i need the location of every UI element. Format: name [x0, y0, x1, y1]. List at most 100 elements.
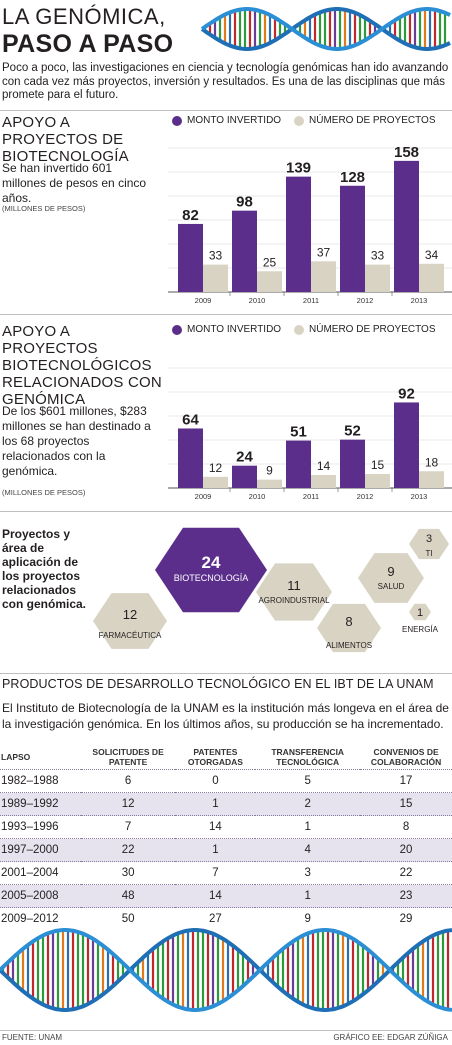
area-label: BIOTECNOLOGÍA: [174, 573, 249, 583]
page-title-line2: PASO A PASO: [2, 30, 174, 58]
area-value: 12: [123, 607, 137, 622]
column-header: LAPSO: [1, 752, 31, 762]
legend-monto: MONTO INVERTIDO: [172, 324, 281, 335]
table-row: 2005–2008 48 14 1 23: [0, 884, 452, 908]
dna-strand: [0, 928, 452, 1012]
data-label-proyectos: 25: [263, 255, 277, 269]
data-label-monto: 24: [236, 449, 253, 466]
hexagon-farmacéutica: [93, 593, 167, 649]
legend-label-monto: MONTO INVERTIDO: [187, 115, 282, 126]
table-row: 1989–1992 12 1 2 15: [0, 792, 452, 816]
bar-monto: [394, 402, 419, 488]
bar-monto: [340, 185, 365, 292]
products-table: LAPSO SOLICITUDES DE PATENTE PATENTES OT…: [0, 745, 452, 930]
bar-monto: [232, 465, 257, 488]
data-label-monto: 139: [286, 160, 311, 177]
area-value: 24: [202, 553, 221, 572]
table-cell-value: 29: [360, 907, 452, 930]
table-cell-value: 2: [255, 792, 361, 816]
table-cell-value: 48: [80, 884, 176, 908]
table-cell-period: 2009–2012: [0, 907, 81, 930]
bar-proyectos: [365, 264, 390, 292]
table-cell-value: 5: [255, 769, 361, 793]
intro-text: Poco a poco, las investigaciones en cien…: [2, 62, 449, 101]
section1-description: Se han invertido 601 millones de pesos e…: [2, 161, 147, 205]
table-cell-period: 1982–1988: [0, 769, 81, 793]
section2-unit: (MILLONES DE PESOS): [2, 488, 86, 497]
divider: [0, 314, 452, 315]
x-tick-label: 2009: [195, 492, 212, 501]
table-cell-value: 27: [175, 907, 256, 930]
area-label: AGROINDUSTRIAL: [258, 596, 330, 605]
x-tick-label: 2010: [249, 296, 266, 305]
legend-swatch-monto: [172, 324, 182, 335]
data-label-monto: 64: [182, 411, 199, 428]
hexagon-biotecnología: [155, 527, 267, 613]
table-header-row: LAPSO SOLICITUDES DE PATENTE PATENTES OT…: [0, 745, 452, 770]
x-tick-label: 2013: [411, 296, 428, 305]
table-cell-period: 1989–1992: [0, 792, 81, 816]
table-cell-value: 0: [175, 769, 256, 793]
bar-proyectos: [203, 476, 228, 488]
legend-label-proyectos: NÚMERO DE PROYECTOS: [309, 115, 436, 126]
legend-swatch-proyectos: [294, 324, 304, 335]
table-cell-value: 8: [360, 815, 452, 839]
data-label-monto: 52: [344, 423, 361, 440]
data-label-proyectos: 15: [371, 458, 385, 472]
bar-proyectos: [257, 271, 282, 292]
area-label: TI: [425, 549, 432, 558]
data-label-monto: 98: [236, 194, 253, 211]
bar-proyectos: [419, 471, 444, 488]
dna-strand: [0, 928, 452, 1012]
credit-note: GRÁFICO EE: EDGAR ZÚÑIGA: [333, 1033, 448, 1042]
table-cell-value: 14: [175, 815, 256, 839]
table-cell-value: 23: [360, 884, 452, 908]
data-label-proyectos: 33: [371, 249, 385, 263]
chart-genomica: 64 12 2009 24 9 2010 51 14 2011 52 15 2012 92 18 2013: [168, 367, 452, 501]
products-description: El Instituto de Biotecnología de la UNAM…: [2, 701, 449, 731]
page-title-line1: LA GENÓMICA,: [2, 4, 166, 29]
bar-proyectos: [365, 474, 390, 488]
data-label-proyectos: 14: [317, 459, 331, 473]
column-header: TRANSFERENCIA TECNOLÓGICA: [271, 747, 345, 767]
hexagon-energía: [409, 603, 431, 621]
bar-proyectos: [311, 261, 336, 292]
area-label: ENERGÍA: [402, 625, 439, 634]
dna-bottom-illustration: [0, 928, 452, 1012]
table-cell-value: 7: [175, 861, 256, 885]
bar-monto: [286, 176, 311, 292]
legend-proyectos: NÚMERO DE PROYECTOS: [294, 115, 436, 126]
table-row: 1982–1988 6 0 5 17: [0, 769, 452, 793]
bar-proyectos: [311, 474, 336, 488]
table-cell-value: 7: [80, 815, 176, 839]
area-value: 1: [417, 607, 423, 619]
bar-monto: [178, 428, 203, 488]
data-label-monto: 92: [398, 385, 415, 402]
table-cell-value: 14: [175, 884, 256, 908]
table-cell-value: 20: [360, 838, 452, 862]
data-label-proyectos: 12: [209, 461, 223, 475]
area-label: ALIMENTOS: [326, 641, 372, 650]
data-label-proyectos: 18: [425, 455, 439, 469]
legend-monto: MONTO INVERTIDO: [172, 115, 281, 126]
column-header: CONVENIOS DE COLABORACIÓN: [370, 747, 442, 767]
data-label-proyectos: 34: [425, 248, 439, 262]
table-cell-period: 1997–2000: [0, 838, 81, 862]
data-label-proyectos: 9: [266, 464, 273, 478]
legend-proyectos: NÚMERO DE PROYECTOS: [294, 324, 436, 335]
legend-label-proyectos: NÚMERO DE PROYECTOS: [309, 324, 436, 335]
products-title: PRODUCTOS DE DESARROLLO TECNOLÓGICO EN E…: [2, 677, 434, 691]
area-label: FARMACÉUTICA: [99, 631, 162, 640]
data-label-monto: 82: [182, 207, 199, 224]
source-note: FUENTE: UNAM: [2, 1033, 62, 1042]
legend-swatch-monto: [172, 115, 182, 126]
area-value: 8: [345, 614, 352, 629]
area-value: 3: [426, 533, 432, 545]
x-tick-label: 2010: [249, 492, 266, 501]
table-cell-value: 22: [360, 861, 452, 885]
legend-swatch-proyectos: [294, 115, 304, 126]
hexagon-salud: [358, 553, 424, 603]
section1-unit: (MILLONES DE PESOS): [2, 204, 86, 213]
data-label-proyectos: 33: [209, 249, 223, 263]
